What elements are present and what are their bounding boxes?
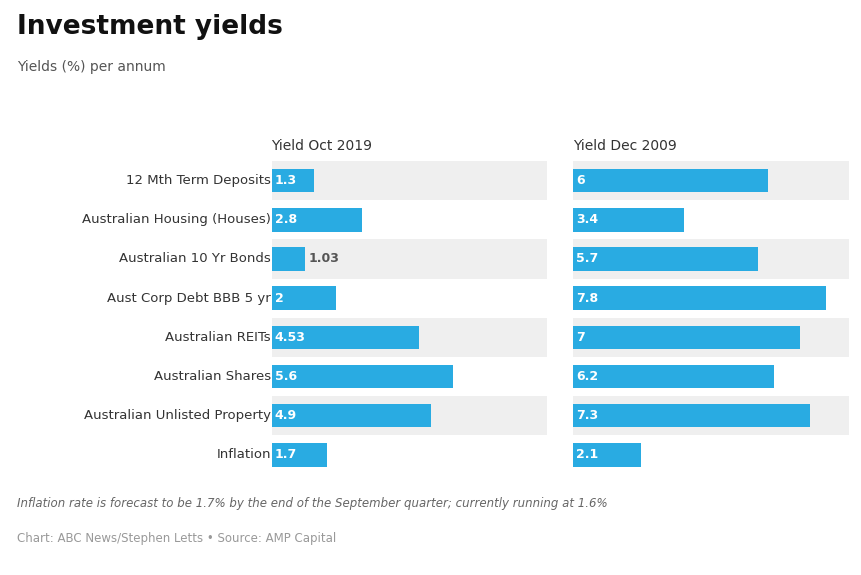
Bar [271,325,418,349]
Bar [573,435,848,474]
Text: 6: 6 [576,174,585,187]
Bar [573,239,848,278]
Bar [271,396,547,435]
Bar [271,317,547,357]
Bar [271,278,547,317]
Text: 1.7: 1.7 [275,448,297,461]
Bar [573,286,826,310]
Text: Inflation: Inflation [216,448,270,461]
Bar [573,247,758,271]
Bar [271,247,305,271]
Text: 4.9: 4.9 [275,409,296,422]
Bar [271,435,547,474]
Text: 3.4: 3.4 [576,213,598,226]
Bar [573,161,848,200]
Text: 7.3: 7.3 [576,409,598,422]
Bar [573,357,848,396]
Text: Chart: ABC News/Stephen Letts • Source: AMP Capital: Chart: ABC News/Stephen Letts • Source: … [17,532,336,545]
Text: Australian Unlisted Property: Australian Unlisted Property [84,409,270,422]
Text: Australian REITs: Australian REITs [165,331,270,344]
Bar [573,443,641,466]
Text: Investment yields: Investment yields [17,14,282,40]
Text: 2.8: 2.8 [275,213,296,226]
Text: 4.53: 4.53 [275,331,306,344]
Text: 12 Mth Term Deposits: 12 Mth Term Deposits [126,174,270,187]
Bar [271,169,313,192]
Text: Australian Housing (Houses): Australian Housing (Houses) [82,213,270,226]
Text: Yield Dec 2009: Yield Dec 2009 [573,139,676,153]
Text: 1.3: 1.3 [275,174,296,187]
Text: Australian Shares: Australian Shares [153,370,270,383]
Bar [573,278,848,317]
Bar [271,161,547,200]
Text: 2: 2 [275,292,283,305]
Text: 6.2: 6.2 [576,370,598,383]
Text: Yield Oct 2019: Yield Oct 2019 [271,139,372,153]
Text: 5.7: 5.7 [576,252,598,266]
Text: 7: 7 [576,331,585,344]
Text: Inflation rate is forecast to be 1.7% by the end of the September quarter; curre: Inflation rate is forecast to be 1.7% by… [17,497,607,511]
Bar [271,443,326,466]
Bar [271,208,362,232]
Bar [573,365,773,388]
Bar [573,208,683,232]
Text: 7.8: 7.8 [576,292,598,305]
Text: Yields (%) per annum: Yields (%) per annum [17,60,166,74]
Text: 1.03: 1.03 [308,252,339,266]
Bar [573,404,809,427]
Text: 5.6: 5.6 [275,370,296,383]
Bar [271,286,336,310]
Bar [271,365,453,388]
Text: Aust Corp Debt BBB 5 yr: Aust Corp Debt BBB 5 yr [107,292,270,305]
Text: 2.1: 2.1 [576,448,598,461]
Bar [271,239,547,278]
Bar [271,357,547,396]
Bar [573,200,848,239]
Bar [271,200,547,239]
Bar [573,169,767,192]
Bar [271,404,430,427]
Bar [573,325,800,349]
Bar [573,396,848,435]
Bar [573,317,848,357]
Text: Australian 10 Yr Bonds: Australian 10 Yr Bonds [119,252,270,266]
